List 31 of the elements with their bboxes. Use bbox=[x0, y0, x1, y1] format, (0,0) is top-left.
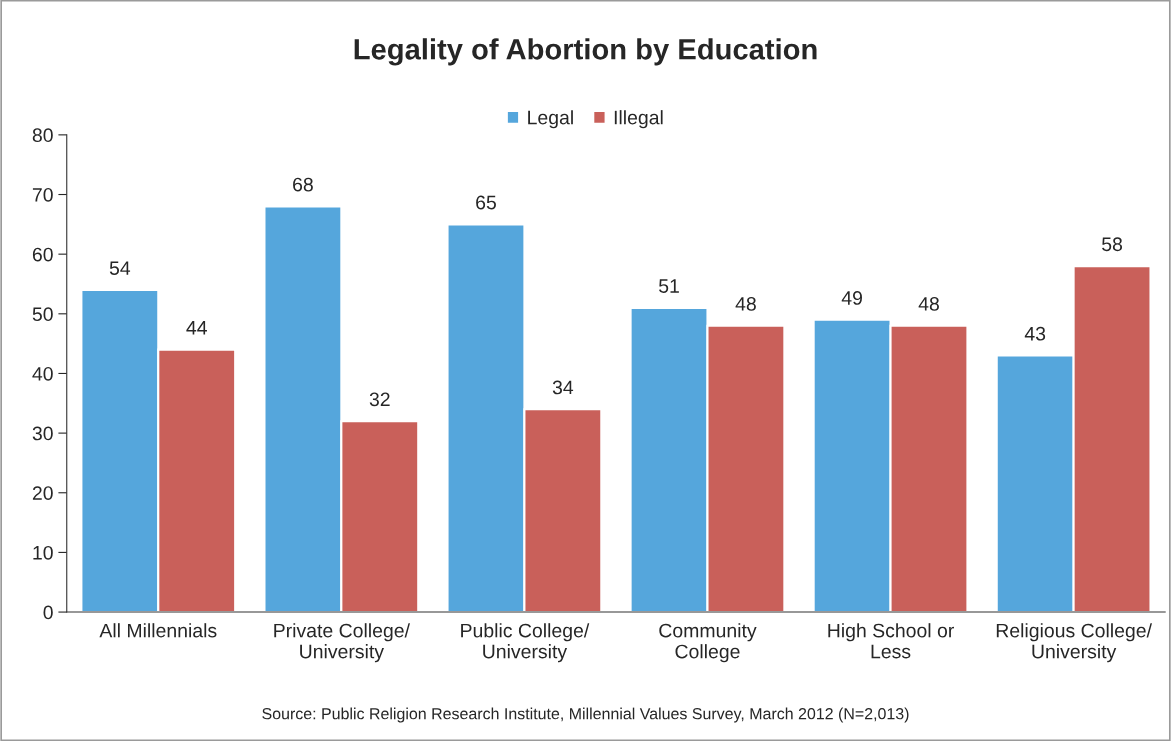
data-label: 49 bbox=[841, 291, 862, 305]
data-label: 58 bbox=[1102, 237, 1123, 252]
chart-title: Legality of Abortion by Education bbox=[354, 38, 817, 66]
data-label: 51 bbox=[659, 279, 679, 293]
y-tick-label: 10 bbox=[33, 545, 53, 560]
data-label: 65 bbox=[476, 195, 496, 210]
legend-label: Illegal bbox=[614, 110, 663, 129]
data-label: 43 bbox=[1024, 326, 1046, 341]
y-tick-label: 40 bbox=[32, 366, 53, 381]
x-tick-label: Private College/ University bbox=[274, 623, 410, 663]
y-tick-label: 20 bbox=[32, 486, 53, 500]
legend-label: Legal bbox=[528, 110, 573, 129]
x-tick-label: Public College/ University bbox=[461, 623, 590, 663]
data-label: 54 bbox=[109, 261, 131, 275]
x-tick-label: Religious College/ University bbox=[996, 623, 1152, 663]
y-tick-label: 50 bbox=[32, 307, 53, 322]
source-note: Source: Public Religion Research Institute, Millennial Values Survey, March 2012 (N=2,013) bbox=[262, 707, 909, 723]
data-label: 48 bbox=[918, 297, 939, 311]
x-tick-label: All Millennials bbox=[99, 623, 217, 638]
x-tick-label: Community College bbox=[659, 623, 757, 663]
y-tick-label: 70 bbox=[32, 187, 53, 202]
y-tick-label: 0 bbox=[43, 605, 53, 620]
data-label: 48 bbox=[735, 297, 756, 311]
y-tick-label: 30 bbox=[32, 426, 53, 441]
data-label: 44 bbox=[186, 321, 207, 335]
x-tick-label: High School or Less bbox=[828, 623, 954, 659]
y-tick-label: 80 bbox=[32, 128, 53, 143]
data-label: 34 bbox=[552, 380, 574, 395]
y-tick-label: 60 bbox=[32, 247, 53, 262]
data-label: 32 bbox=[369, 392, 390, 407]
data-label: 68 bbox=[293, 177, 313, 192]
